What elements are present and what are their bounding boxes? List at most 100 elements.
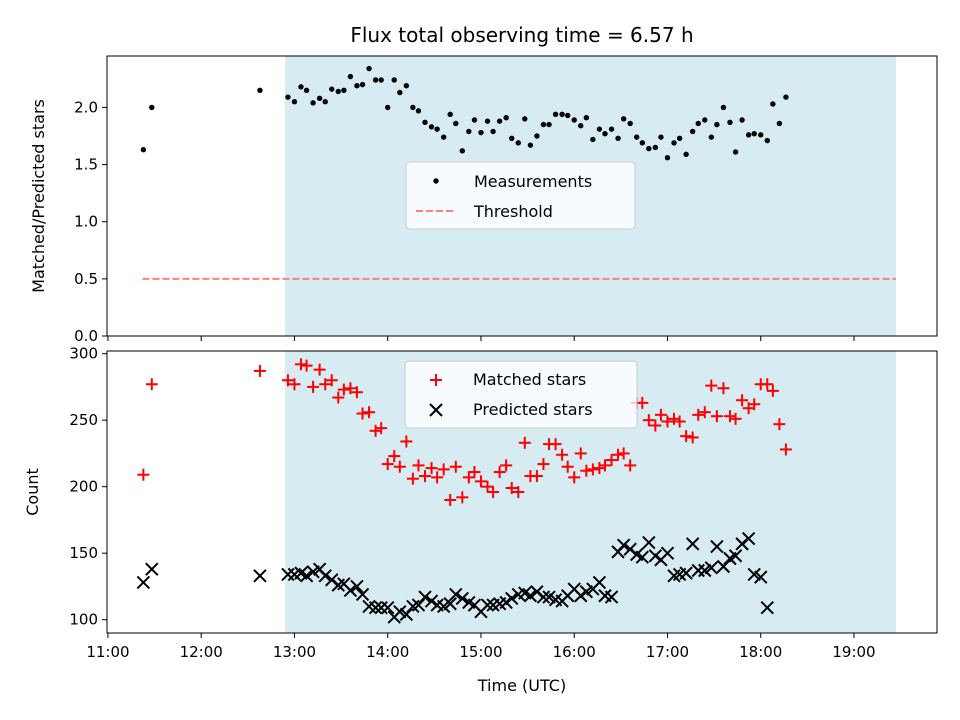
measurement-point <box>564 112 571 119</box>
matched-star-point <box>381 458 394 471</box>
matched-star-point <box>425 462 438 475</box>
measurement-point <box>676 135 683 141</box>
measurement-point <box>335 88 341 95</box>
x-tick-label: 13:00 <box>273 643 316 661</box>
top-y-tick-label: 2.0 <box>74 98 98 116</box>
measurement-point <box>732 149 739 155</box>
matched-star-point <box>668 412 681 425</box>
matched-star-point <box>406 472 419 485</box>
matched-star-point <box>412 459 425 472</box>
measurement-point <box>298 84 304 90</box>
matched-star-point <box>337 383 350 396</box>
predicted-star-point <box>253 569 267 583</box>
measurement-point <box>571 117 577 123</box>
predicted-star-point <box>318 569 332 583</box>
predicted-star-point <box>343 583 358 598</box>
measurement-point <box>484 118 491 124</box>
measurement-point <box>702 117 708 123</box>
measurement-point <box>391 77 397 83</box>
predicted-star-point <box>704 561 719 575</box>
matched-star-point <box>325 374 338 387</box>
legend-matched-label: Matched stars <box>473 370 586 389</box>
bottom-y-tick-label: 150 <box>69 544 98 562</box>
matched-star-point <box>729 412 742 425</box>
matched-star-point <box>530 470 543 483</box>
predicted-star-point <box>536 590 551 604</box>
predicted-star-point <box>455 591 470 606</box>
predicted-star-point <box>505 591 519 606</box>
measurement-point <box>634 134 640 140</box>
measurement-point <box>140 147 147 153</box>
predicted-star-point <box>281 567 295 582</box>
matched-star-point <box>449 460 462 473</box>
predicted-star-point <box>728 549 743 563</box>
matched-star-point <box>779 443 792 456</box>
x-tick-label: 15:00 <box>459 643 502 661</box>
measurement-point <box>316 95 323 101</box>
matched-star-point <box>300 359 313 372</box>
predicted-star-point <box>523 589 538 603</box>
legend-matched-marker <box>430 374 442 386</box>
measurement-point <box>764 137 770 144</box>
matched-star-point <box>294 358 307 371</box>
matched-star-point <box>673 415 686 428</box>
predicted-star-point <box>368 601 383 615</box>
matched-star-point <box>288 378 301 391</box>
legend-measurements-marker <box>433 178 439 184</box>
predicted-star-point <box>449 587 463 602</box>
matched-star-point <box>444 493 457 506</box>
measurement-point <box>620 116 627 122</box>
bottom-y-tick-label: 250 <box>69 411 98 429</box>
measurement-point <box>627 120 633 127</box>
measurement-point <box>466 128 472 135</box>
matched-star-point <box>500 459 513 472</box>
matched-star-point <box>586 463 599 476</box>
predicted-star-point <box>381 601 395 615</box>
measurement-point <box>783 94 789 100</box>
measurement-point <box>496 118 503 124</box>
predicted-star-point <box>418 590 432 604</box>
measurement-point <box>378 77 384 83</box>
measurement-point <box>397 89 403 96</box>
figure-title: Flux total observing time = 6.57 h <box>350 23 693 47</box>
matched-star-point <box>686 431 699 444</box>
measurement-point <box>329 86 335 92</box>
measurement-point <box>559 111 565 117</box>
predicted-star-point <box>754 570 768 584</box>
predicted-star-point <box>642 535 656 550</box>
predicted-star-point <box>350 579 364 594</box>
matched-star-point <box>307 380 320 393</box>
x-tick-label: 17:00 <box>646 643 689 661</box>
predicted-star-point <box>679 566 693 580</box>
legend-predicted-label: Predicted stars <box>473 400 593 419</box>
measurement-point <box>447 111 453 117</box>
legend-threshold-label: Threshold <box>473 202 553 221</box>
matched-star-point <box>617 447 630 460</box>
matched-star-point <box>705 379 718 392</box>
count-panel: 100 150 200 250 300 11:00 12:00 13:00 14:00 15:00… <box>69 345 938 661</box>
x-tick-label: 19:00 <box>832 643 875 661</box>
measurement-point <box>149 104 155 111</box>
measurement-point <box>478 129 484 136</box>
x-tick-label: 16:00 <box>553 643 596 661</box>
measurement-point <box>422 119 428 125</box>
measurement-point <box>683 151 689 157</box>
measurement-point <box>372 77 379 83</box>
matched-star-point <box>456 491 469 504</box>
predicted-star-point <box>616 538 631 552</box>
matched-star-point <box>350 386 363 399</box>
matched-star-point <box>568 471 581 484</box>
top-y-tick-label: 0.0 <box>74 327 98 345</box>
predicted-star-point <box>691 563 705 578</box>
matched-star-point <box>313 363 326 376</box>
legend-predicted-marker <box>429 403 443 417</box>
matched-star-point <box>474 475 487 488</box>
bottom-y-axis-label: Count <box>23 468 42 516</box>
matched-star-point <box>518 436 531 449</box>
measurement-point <box>578 123 584 129</box>
measurement-point <box>354 83 360 89</box>
matched-star-point <box>332 391 345 404</box>
matched-star-point <box>487 486 500 498</box>
predicted-star-point <box>411 598 426 612</box>
